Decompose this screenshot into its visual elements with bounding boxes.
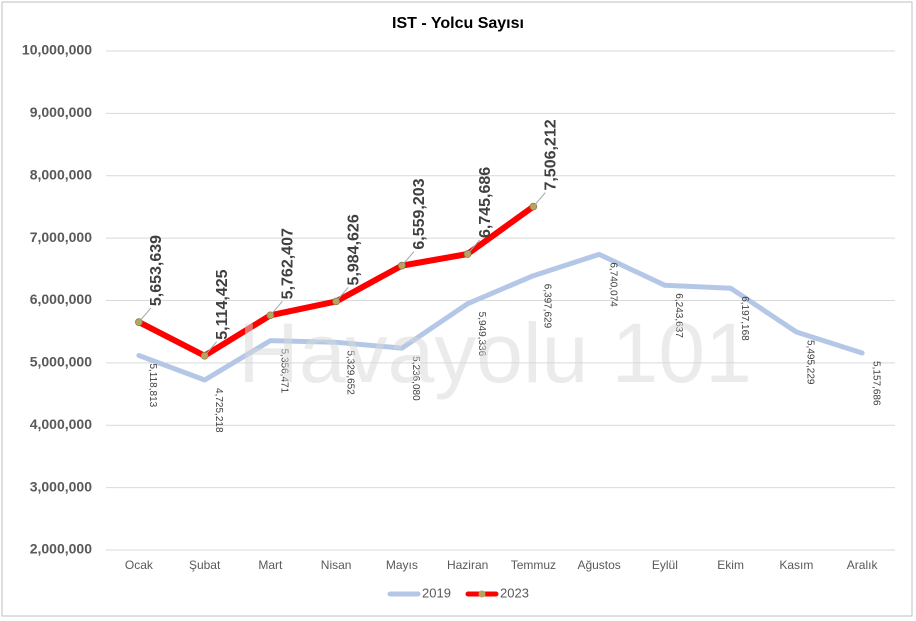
- leader-line: [269, 300, 283, 316]
- data-label: 6,197,168: [739, 296, 750, 341]
- data-label: 6,559,203: [411, 178, 428, 249]
- data-label: 5,495,229: [805, 340, 816, 385]
- data-label: 7,506,212: [543, 119, 560, 190]
- y-tick-label: 3,000,000: [30, 478, 92, 494]
- leader-line: [467, 239, 481, 255]
- y-tick-label: 10,000,000: [22, 42, 92, 58]
- data-label: 5,329,652: [344, 350, 355, 395]
- data-label: 6,397,629: [542, 284, 553, 329]
- x-tick-label: Aralık: [847, 558, 879, 572]
- y-tick-label: 6,000,000: [30, 291, 92, 307]
- x-tick-label: Mayıs: [386, 558, 418, 572]
- y-tick-label: 5,000,000: [30, 354, 92, 370]
- data-label: 6,740,074: [607, 262, 618, 307]
- legend-marker: [478, 590, 486, 598]
- x-tick-label: Kasım: [779, 558, 813, 572]
- data-label: 5,114,425: [214, 269, 231, 339]
- data-label: 5,118,813: [147, 363, 158, 407]
- leader-line: [138, 307, 152, 323]
- data-label: 5,984,626: [345, 214, 362, 285]
- y-tick-label: 8,000,000: [30, 166, 92, 182]
- y-tick-label: 2,000,000: [30, 541, 92, 557]
- y-tick-label: 9,000,000: [30, 104, 92, 120]
- x-tick-label: Mart: [258, 558, 283, 572]
- x-tick-label: Ağustos: [577, 558, 620, 572]
- x-tick-label: Eylül: [652, 558, 678, 572]
- leader-line: [204, 341, 218, 357]
- y-tick-label: 4,000,000: [30, 416, 92, 432]
- y-tick-label: 7,000,000: [30, 229, 92, 245]
- data-label: 5,356,471: [279, 349, 290, 394]
- data-label: 5,949,336: [476, 312, 487, 357]
- data-label: 6,745,686: [477, 167, 494, 238]
- leader-line: [335, 287, 349, 302]
- x-tick-label: Haziran: [447, 558, 488, 572]
- x-tick-label: Temmuz: [511, 558, 556, 572]
- legend-label: 2023: [500, 585, 529, 600]
- data-label: 5,236,080: [410, 356, 421, 401]
- leader-line: [532, 192, 546, 207]
- x-tick-label: Ocak: [125, 558, 154, 572]
- series-line: [136, 251, 865, 383]
- watermark: Havayolu 101: [238, 306, 752, 400]
- x-tick-label: Nisan: [321, 558, 352, 572]
- x-tick-label: Ekim: [717, 558, 744, 572]
- data-label: 5,653,639: [148, 235, 165, 306]
- data-label: 5,762,407: [280, 228, 297, 299]
- data-label: 5,157,686: [870, 361, 881, 406]
- x-tick-label: Şubat: [189, 558, 221, 572]
- leader-line: [401, 251, 415, 266]
- legend-label: 2019: [422, 585, 451, 600]
- data-label: 6,243,637: [673, 293, 684, 338]
- data-label: 4,725,218: [213, 388, 224, 433]
- chart-title: IST - Yolcu Sayısı: [392, 15, 524, 32]
